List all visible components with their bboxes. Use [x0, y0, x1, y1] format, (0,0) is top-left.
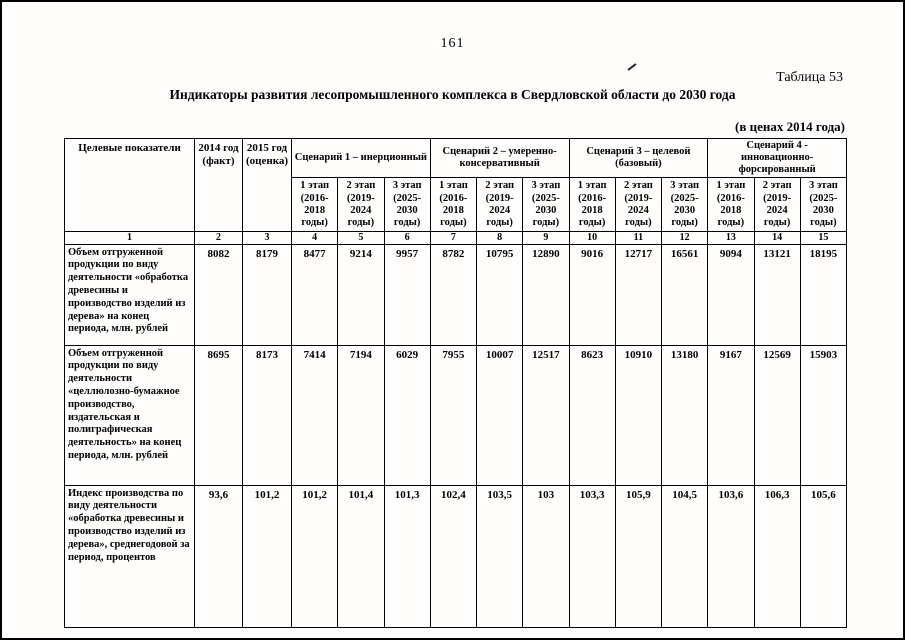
value-cell: 9094 [707, 243, 755, 346]
value-cell: 13180 [660, 344, 709, 486]
value-cell: 8173 [242, 344, 292, 486]
scenario-2-header: Сценарий 2 – умеренно-консервативный [429, 137, 570, 179]
stage-header: 1 этап (2016-2018 годы) [429, 177, 478, 232]
value-cell: 105,9 [614, 484, 663, 628]
stage-header: 1 этап (2016-2018 годы) [290, 177, 339, 232]
value-cell: 101,2 [290, 484, 339, 628]
value-cell: 8623 [568, 344, 616, 486]
value-cell: 101,4 [337, 484, 385, 628]
column-number: 10 [568, 230, 616, 245]
value-cell: 103,5 [475, 484, 524, 628]
value-cell: 103,6 [707, 484, 755, 628]
stage-header: 3 этап (2025-2030 годы) [383, 177, 431, 232]
stage-header-row: 1 этап (2016-2018 годы) 2 этап (2019-202… [65, 177, 848, 232]
table-row: Объем отгруженной продукции по виду деят… [64, 344, 848, 486]
page-number: 161 [440, 36, 465, 51]
value-cell: 7414 [290, 344, 339, 486]
document-title: Индикаторы развития лесопромышленного ко… [169, 87, 736, 102]
value-cell: 93,6 [194, 484, 243, 628]
scenario-3-header: Сценарий 3 – целевой (базовый) [568, 137, 709, 179]
stage-header: 1 этап (2016-2018 годы) [707, 177, 755, 232]
value-cell: 12717 [614, 243, 663, 346]
value-cell: 8695 [194, 344, 243, 486]
value-cell: 102,4 [429, 484, 478, 628]
value-cell: 7194 [337, 344, 385, 486]
header-cell-indicators: Целевые показатели [64, 138, 195, 232]
column-number: 2 [194, 230, 243, 245]
stage-header: 3 этап (2025-2030 годы) [660, 177, 709, 232]
column-number: 11 [614, 230, 663, 245]
column-number-row: 1 2 3 4 5 6 7 8 9 10 11 12 13 14 15 [64, 230, 848, 245]
value-cell: 9214 [337, 243, 385, 346]
column-number: 14 [753, 230, 801, 245]
column-number: 8 [475, 230, 524, 245]
stage-header: 3 этап (2025-2030 годы) [522, 177, 570, 232]
table-caption-number: Таблица 53 [776, 70, 843, 85]
stage-header: 2 этап (2019-2024 годы) [337, 177, 385, 232]
value-cell: 10007 [475, 344, 524, 486]
value-cell: 103,3 [568, 484, 616, 628]
value-cell: 9167 [707, 344, 755, 486]
column-number: 9 [522, 230, 570, 245]
value-cell: 18195 [799, 243, 848, 346]
value-cell: 8082 [194, 243, 243, 346]
column-number: 4 [290, 230, 339, 245]
value-cell: 10795 [475, 243, 524, 346]
value-cell: 101,2 [242, 484, 292, 628]
stage-header: 2 этап (2019-2024 годы) [614, 177, 663, 232]
value-cell: 6029 [383, 344, 431, 486]
value-cell: 12517 [522, 344, 570, 486]
value-cell: 103 [522, 484, 570, 628]
header-cell-2014: 2014 год (факт) [194, 138, 243, 232]
column-number: 12 [660, 230, 709, 245]
column-number: 6 [383, 230, 431, 245]
column-number: 5 [337, 230, 385, 245]
column-number: 1 [64, 230, 195, 245]
scenario-header-row: Целевые показатели 2014 год (факт) 2015 … [64, 137, 847, 232]
value-cell: 8782 [429, 243, 478, 346]
table-row: Объем отгруженной продукции по виду деят… [64, 243, 848, 346]
price-basis-note: (в ценах 2014 года) [735, 119, 845, 134]
header-cell-2015: 2015 год (оценка) [242, 138, 292, 232]
value-cell: 9016 [568, 243, 616, 346]
value-cell: 13121 [753, 243, 801, 346]
stage-header: 1 этап (2016-2018 годы) [568, 177, 616, 232]
value-cell: 104,5 [660, 484, 709, 628]
stage-header: 3 этап (2025-2030 годы) [799, 177, 848, 232]
column-number: 3 [242, 230, 292, 245]
stage-header: 2 этап (2019-2024 годы) [475, 177, 524, 232]
value-cell: 8179 [242, 243, 292, 346]
column-number: 15 [799, 230, 848, 245]
indicators-table: Целевые показатели 2014 год (факт) 2015 … [64, 137, 848, 628]
value-cell: 8477 [290, 243, 339, 346]
value-cell: 7955 [429, 344, 478, 486]
value-cell: 106,3 [753, 484, 801, 628]
scenario-4-header: Сценарий 4 - инновационно-форсированный [707, 137, 847, 179]
value-cell: 12569 [753, 344, 801, 486]
table-row: Индекс производства по виду деятельности… [64, 484, 848, 628]
column-number: 13 [707, 230, 755, 245]
value-cell: 16561 [660, 243, 709, 346]
indicator-cell: Объем отгруженной продукции по виду деят… [64, 243, 195, 346]
column-number: 7 [429, 230, 478, 245]
value-cell: 9957 [383, 243, 431, 346]
value-cell: 10910 [614, 344, 663, 486]
indicator-cell: Индекс производства по виду деятельности… [64, 484, 195, 628]
indicator-cell: Объем отгруженной продукции по виду деят… [64, 344, 195, 486]
value-cell: 105,6 [799, 484, 848, 628]
scenario-1-header: Сценарий 1 – инерционный [291, 137, 431, 179]
value-cell: 101,3 [383, 484, 431, 628]
value-cell: 15903 [799, 344, 848, 486]
value-cell: 12890 [522, 243, 570, 346]
stage-header: 2 этап (2019-2024 годы) [753, 177, 801, 232]
